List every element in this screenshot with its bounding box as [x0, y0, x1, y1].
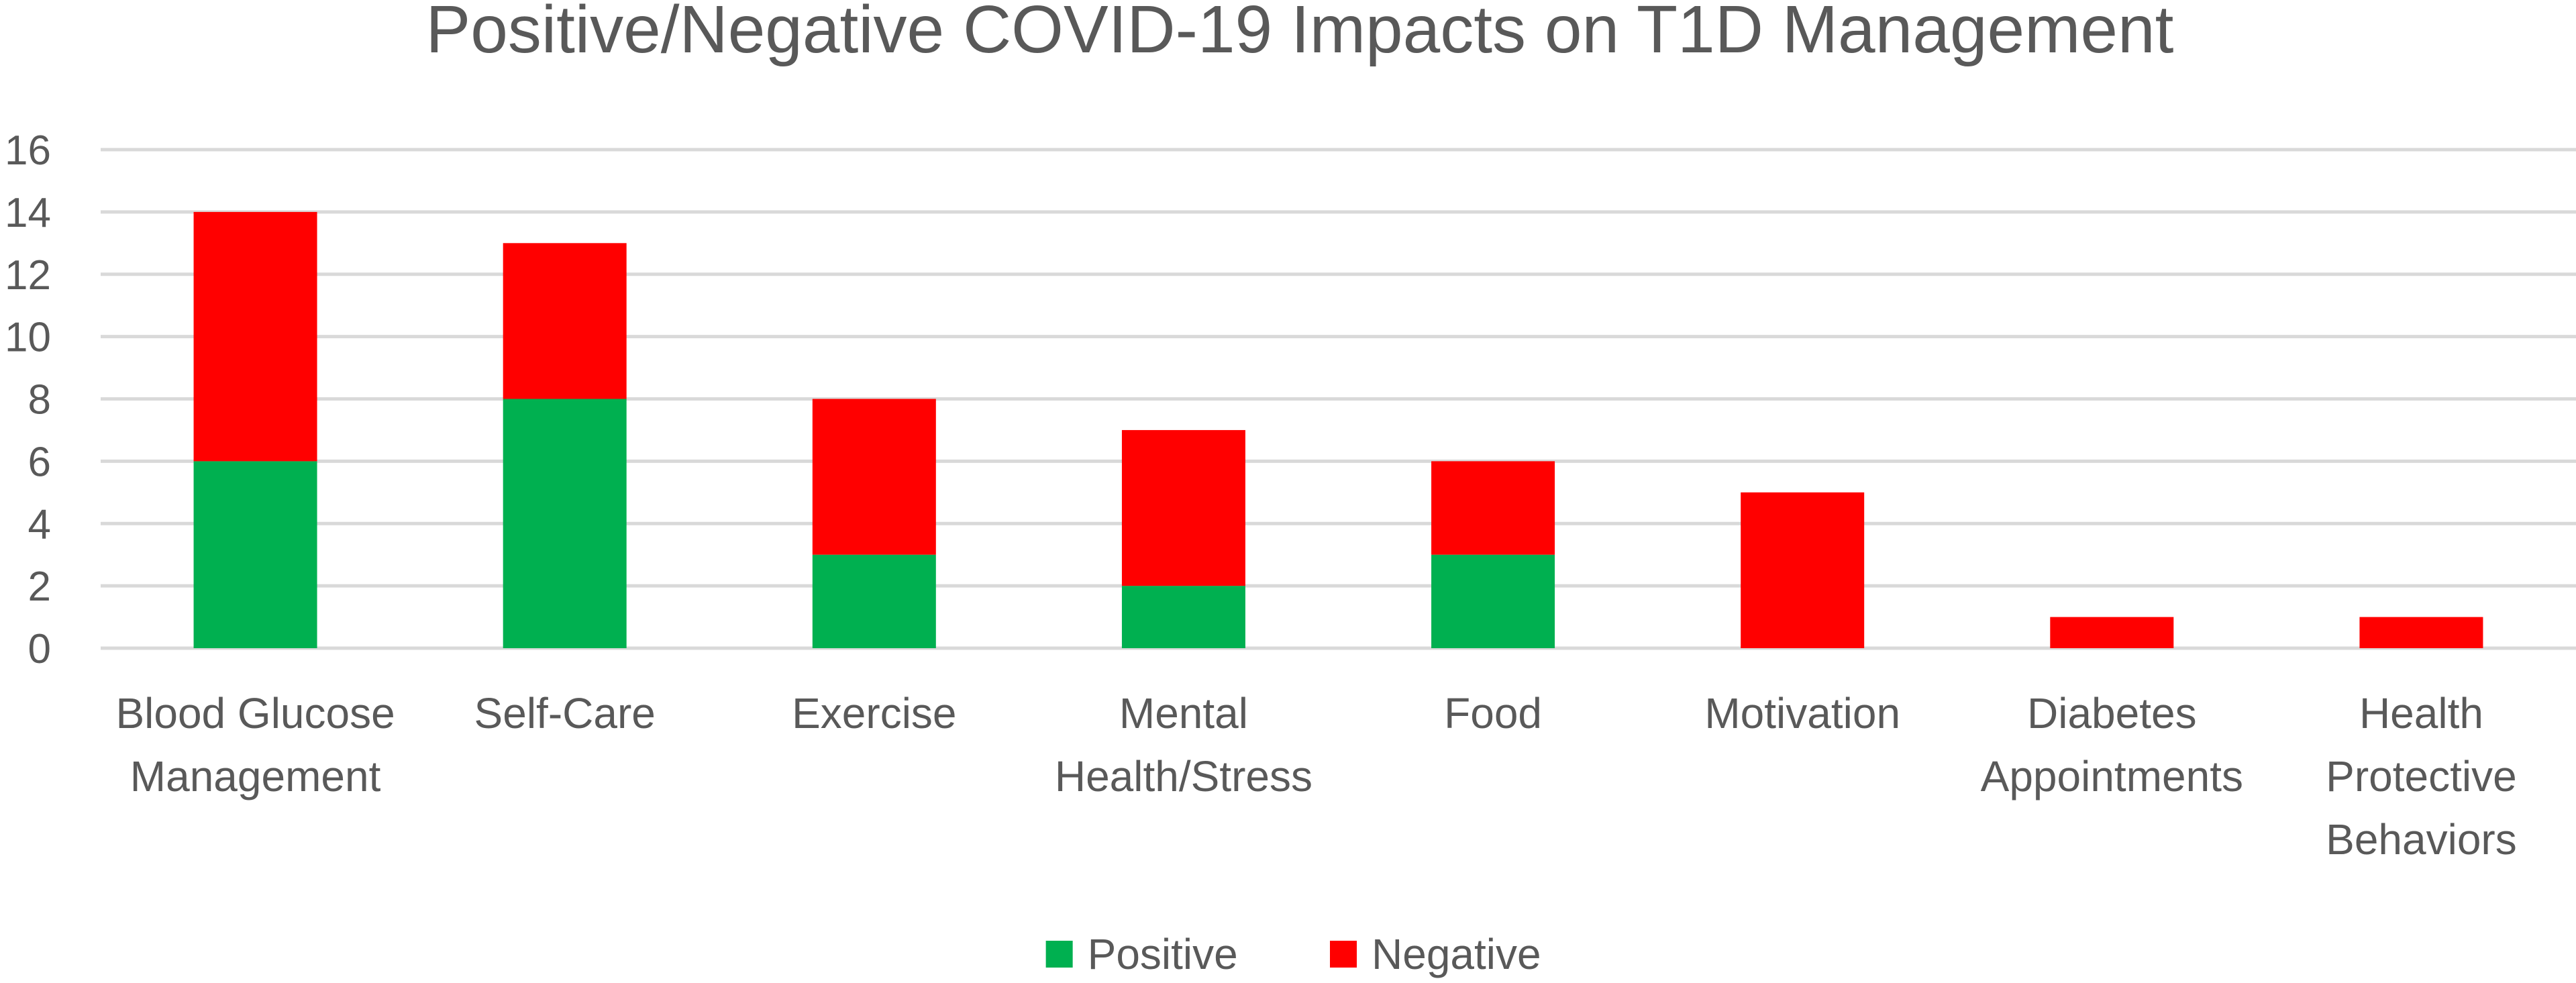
legend-swatch-negative — [1330, 941, 1357, 968]
y-tick-label-12: 12 — [5, 252, 51, 299]
y-tick-label-6: 6 — [28, 439, 51, 485]
legend-label-negative: Negative — [1372, 930, 1541, 978]
y-tick-label-16: 16 — [5, 127, 51, 174]
y-axis-ticks: 0 2 4 6 8 10 12 14 16 — [5, 127, 51, 672]
bar-negative-1 — [503, 243, 627, 399]
category-label-3-line-1: Health/Stress — [1055, 752, 1312, 800]
bar-negative-7 — [2359, 617, 2483, 648]
bar-positive-2 — [812, 554, 936, 648]
bar-negative-3 — [1121, 429, 1245, 586]
x-axis-categories: Blood Glucose Management Self-Care Exercise… — [115, 689, 2516, 864]
category-label-3-line-0: Mental — [1119, 689, 1248, 737]
category-label-5-line-0: Motivation — [1704, 689, 1900, 737]
category-label-7-line-2: Behaviors — [2326, 815, 2517, 864]
legend-label-positive: Positive — [1088, 930, 1238, 978]
bar-positive-3 — [1121, 586, 1245, 648]
bar-layer — [193, 211, 2483, 648]
category-label-0-line-0: Blood Glucose — [115, 689, 395, 737]
category-label-4-line-0: Food — [1444, 689, 1542, 737]
category-label-6-line-1: Appointments — [1981, 752, 2243, 800]
grid-layer — [101, 148, 2576, 650]
chart-title: Positive/Negative COVID-19 Impacts on T1… — [426, 0, 2174, 67]
category-label-6-line-0: Diabetes — [2027, 689, 2197, 737]
category-label-7-line-1: Protective — [2326, 752, 2517, 800]
bar-negative-4 — [1431, 461, 1555, 555]
y-tick-label-8: 8 — [28, 377, 51, 423]
category-label-0-line-1: Management — [130, 752, 381, 800]
bar-negative-5 — [1741, 492, 1865, 648]
bar-negative-6 — [2050, 617, 2174, 648]
y-tick-label-10: 10 — [5, 315, 51, 361]
y-tick-label-2: 2 — [28, 564, 51, 610]
bar-negative-0 — [193, 211, 317, 462]
category-label-2-line-0: Exercise — [792, 689, 956, 737]
legend: Positive Negative — [1045, 930, 1541, 978]
bar-positive-1 — [503, 399, 627, 648]
y-tick-label-0: 0 — [28, 626, 51, 672]
y-tick-label-14: 14 — [5, 190, 51, 236]
legend-swatch-positive — [1045, 941, 1073, 968]
y-tick-label-4: 4 — [28, 501, 51, 548]
category-label-1-line-0: Self-Care — [474, 689, 656, 737]
category-label-7-line-0: Health — [2359, 689, 2483, 737]
bar-negative-2 — [812, 399, 936, 555]
bar-positive-0 — [193, 461, 317, 648]
bar-positive-4 — [1431, 554, 1555, 648]
